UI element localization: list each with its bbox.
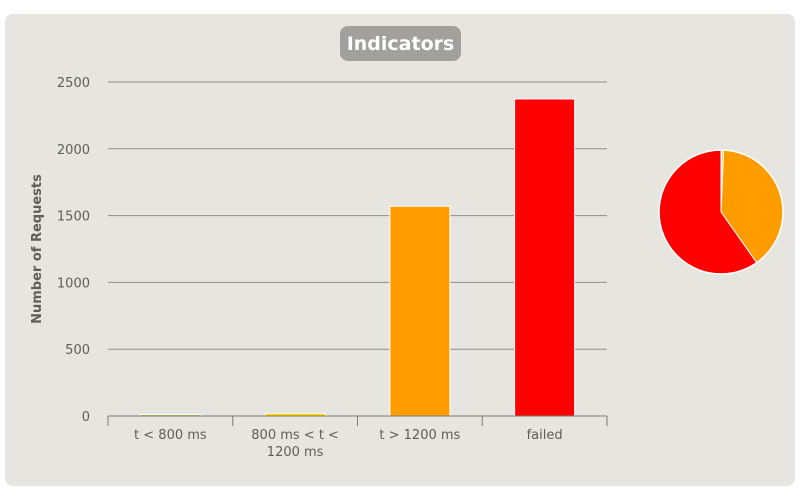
bar[interactable] <box>389 205 451 417</box>
x-axis <box>107 415 608 426</box>
pie-outline <box>658 149 784 275</box>
y-tick-label: 1500 <box>57 210 90 225</box>
pie-chart <box>658 149 784 275</box>
y-tick-label: 0 <box>82 410 90 425</box>
bars <box>139 98 576 417</box>
x-tick-label: 800 ms < t < <box>251 428 339 443</box>
y-axis-title: Number of Requests <box>30 174 45 324</box>
y-tick-label: 500 <box>65 343 90 358</box>
y-tick-label: 2500 <box>57 76 90 91</box>
x-tick-label: 1200 ms <box>267 445 324 460</box>
x-tick-labels: t < 800 ms 800 ms < t < 1200 ms t > 1200 ms… <box>134 428 563 460</box>
x-tick-label: t > 1200 ms <box>379 428 460 443</box>
bar[interactable] <box>514 98 576 417</box>
y-tick-label: 1000 <box>57 276 90 291</box>
chart-title: Indicators <box>340 26 461 61</box>
x-tick-label: failed <box>527 428 563 443</box>
x-tick-label: t < 800 ms <box>134 428 207 443</box>
y-tick-labels: 0 500 1000 1500 2000 2500 <box>57 76 90 425</box>
y-tick-label: 2000 <box>57 143 90 158</box>
